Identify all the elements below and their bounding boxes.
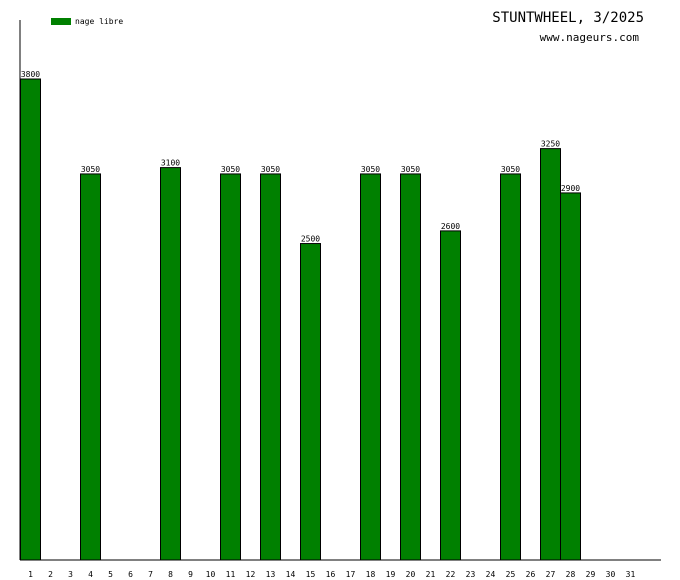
x-tick-label: 21 [426, 570, 436, 579]
x-tick-label: 7 [148, 570, 153, 579]
x-tick-label: 4 [88, 570, 93, 579]
bar [160, 167, 181, 561]
data-label: 3050 [501, 165, 520, 174]
data-label: 3050 [81, 165, 100, 174]
x-tick-label: 14 [286, 570, 296, 579]
data-label: 3100 [161, 159, 180, 168]
data-label: 3050 [401, 165, 420, 174]
x-tick-label: 26 [526, 570, 536, 579]
bar [360, 173, 381, 561]
x-tick-label: 6 [128, 570, 133, 579]
x-tick-label: 8 [168, 570, 173, 579]
x-tick-label: 16 [326, 570, 336, 579]
x-tick-label: 13 [266, 570, 276, 579]
x-tick-label: 18 [366, 570, 376, 579]
x-tick-label: 12 [246, 570, 256, 579]
bar [80, 173, 101, 561]
data-label: 2600 [441, 222, 460, 231]
x-tick-label: 9 [188, 570, 193, 579]
x-tick-label: 28 [566, 570, 576, 579]
x-tick-label: 24 [486, 570, 496, 579]
x-tick-label: 31 [626, 570, 636, 579]
bar [540, 148, 561, 561]
x-tick-label: 19 [386, 570, 396, 579]
x-tick-label: 3 [68, 570, 73, 579]
legend-swatch [51, 18, 71, 25]
x-tick-label: 15 [306, 570, 316, 579]
x-tick-label: 30 [606, 570, 616, 579]
data-label: 2900 [561, 184, 580, 193]
bar [20, 78, 41, 561]
x-tick-label: 27 [546, 570, 556, 579]
data-label: 3050 [221, 165, 240, 174]
x-tick-label: 10 [206, 570, 216, 579]
x-tick-label: 17 [346, 570, 356, 579]
x-tick-label: 20 [406, 570, 416, 579]
legend-label: nage libre [75, 17, 124, 26]
bar [440, 230, 461, 561]
x-tick-label: 29 [586, 570, 596, 579]
bar [560, 192, 581, 561]
bar [500, 173, 521, 561]
x-tick-label: 22 [446, 570, 456, 579]
legend: nage libre [51, 17, 123, 26]
bar [260, 173, 281, 561]
data-label: 3800 [21, 70, 40, 79]
x-tick-label: 5 [108, 570, 113, 579]
x-tick-label: 1 [28, 570, 33, 579]
data-label: 3050 [261, 165, 280, 174]
data-label: 3050 [361, 165, 380, 174]
x-tick-label: 25 [506, 570, 516, 579]
chart-subtitle: www.nageurs.com [539, 31, 639, 44]
x-tick-label: 11 [226, 570, 236, 579]
data-label: 2500 [301, 235, 320, 244]
chart-title: STUNTWHEEL, 3/2025 [492, 10, 644, 26]
x-tick-label: 2 [48, 570, 53, 579]
data-label: 3250 [541, 140, 560, 149]
bar [300, 243, 321, 561]
x-tick-label: 23 [466, 570, 476, 579]
bar [220, 173, 241, 561]
bar [400, 173, 421, 561]
